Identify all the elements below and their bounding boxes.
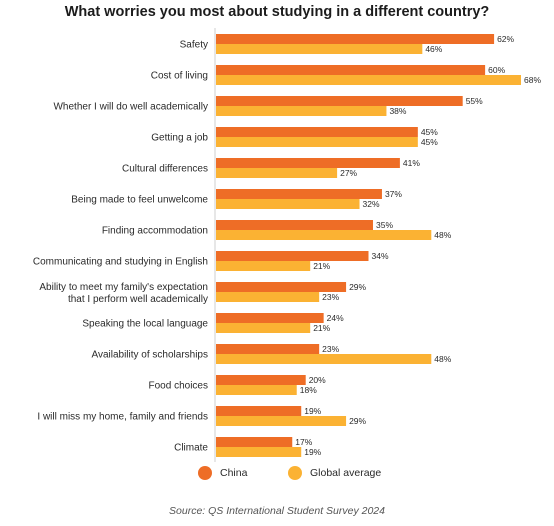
category-label: I will miss my home, family and friends (37, 412, 208, 423)
legend-item-global: Global average (288, 466, 381, 480)
value-label-global-average: 21% (313, 323, 330, 333)
bar-global-average (216, 292, 320, 302)
value-label-china: 23% (322, 344, 339, 354)
value-label-global-average: 27% (340, 168, 357, 178)
bar-global-average (216, 385, 297, 395)
category-label: Availability of scholarships (91, 350, 208, 361)
bar-china (216, 437, 293, 447)
bar-china (216, 65, 486, 75)
bar-global-average (216, 230, 432, 240)
bar-global-average (216, 261, 311, 271)
value-label-global-average: 48% (434, 230, 451, 240)
value-label-global-average: 21% (313, 261, 330, 271)
legend-label-global: Global average (310, 467, 382, 479)
legend-label-china: China (220, 467, 248, 479)
value-label-china: 55% (466, 96, 483, 106)
bar-china (216, 251, 369, 261)
category-label: Cultural differences (122, 164, 208, 175)
legend-item-china: China (198, 466, 247, 480)
bar-global-average (216, 416, 347, 426)
value-label-china: 41% (403, 158, 420, 168)
category-label: Food choices (149, 381, 208, 392)
category-label: Ability to meet my family's expectation t… (39, 282, 208, 305)
value-label-china: 35% (376, 220, 393, 230)
bar-global-average (216, 447, 302, 457)
value-label-china: 37% (385, 189, 402, 199)
source-note: Source: QS International Student Survey … (169, 505, 385, 517)
value-label-china: 45% (421, 127, 438, 137)
bar-global-average (216, 323, 311, 333)
value-label-china: 34% (372, 251, 389, 261)
bar-china (216, 282, 347, 292)
category-label: Communicating and studying in English (33, 257, 208, 268)
bar-global-average (216, 137, 418, 147)
category-label: Whether I will do well academically (53, 102, 208, 113)
value-label-china: 17% (295, 437, 312, 447)
category-label: Safety (180, 40, 208, 51)
value-label-global-average: 18% (300, 385, 317, 395)
bar-china (216, 220, 373, 230)
bar-global-average (216, 75, 521, 85)
value-label-china: 62% (497, 34, 514, 44)
category-label: Climate (174, 443, 208, 454)
bar-china (216, 344, 320, 354)
bar-global-average (216, 168, 338, 178)
bar-global-average (216, 106, 387, 116)
category-label: Speaking the local language (82, 319, 208, 330)
category-label: Getting a job (151, 133, 208, 144)
bar-china (216, 96, 463, 106)
category-label: Cost of living (151, 71, 208, 82)
value-label-global-average: 19% (304, 447, 321, 457)
bar-china (216, 158, 400, 168)
value-label-global-average: 45% (421, 137, 438, 147)
category-label: Being made to feel unwelcome (71, 195, 208, 206)
value-label-global-average: 32% (363, 199, 380, 209)
bar-china (216, 313, 324, 323)
value-label-china: 24% (327, 313, 344, 323)
value-label-global-average: 68% (524, 75, 541, 85)
value-label-global-average: 29% (349, 416, 366, 426)
bar-china (216, 375, 306, 385)
value-label-global-average: 38% (389, 106, 406, 116)
category-label: Finding accommodation (102, 226, 208, 237)
value-label-china: 19% (304, 406, 321, 416)
bar-chart: Safety 62% 46% Cost of living 60% 68% Whether … (33, 28, 541, 462)
bar-global-average (216, 354, 432, 364)
bar-global-average (216, 199, 360, 209)
value-label-china: 60% (488, 65, 505, 75)
value-label-global-average: 48% (434, 354, 451, 364)
value-label-global-average: 46% (425, 44, 442, 54)
value-label-china: 20% (309, 375, 326, 385)
bar-china (216, 127, 418, 137)
bar-china (216, 34, 495, 44)
value-label-china: 29% (349, 282, 366, 292)
bar-china (216, 406, 302, 416)
value-label-global-average: 23% (322, 292, 339, 302)
legend-swatch-china (198, 466, 212, 480)
bar-china (216, 189, 382, 199)
bar-global-average (216, 44, 423, 54)
legend-swatch-global (288, 466, 302, 480)
chart-title: What worries you most about studying in … (64, 4, 490, 20)
